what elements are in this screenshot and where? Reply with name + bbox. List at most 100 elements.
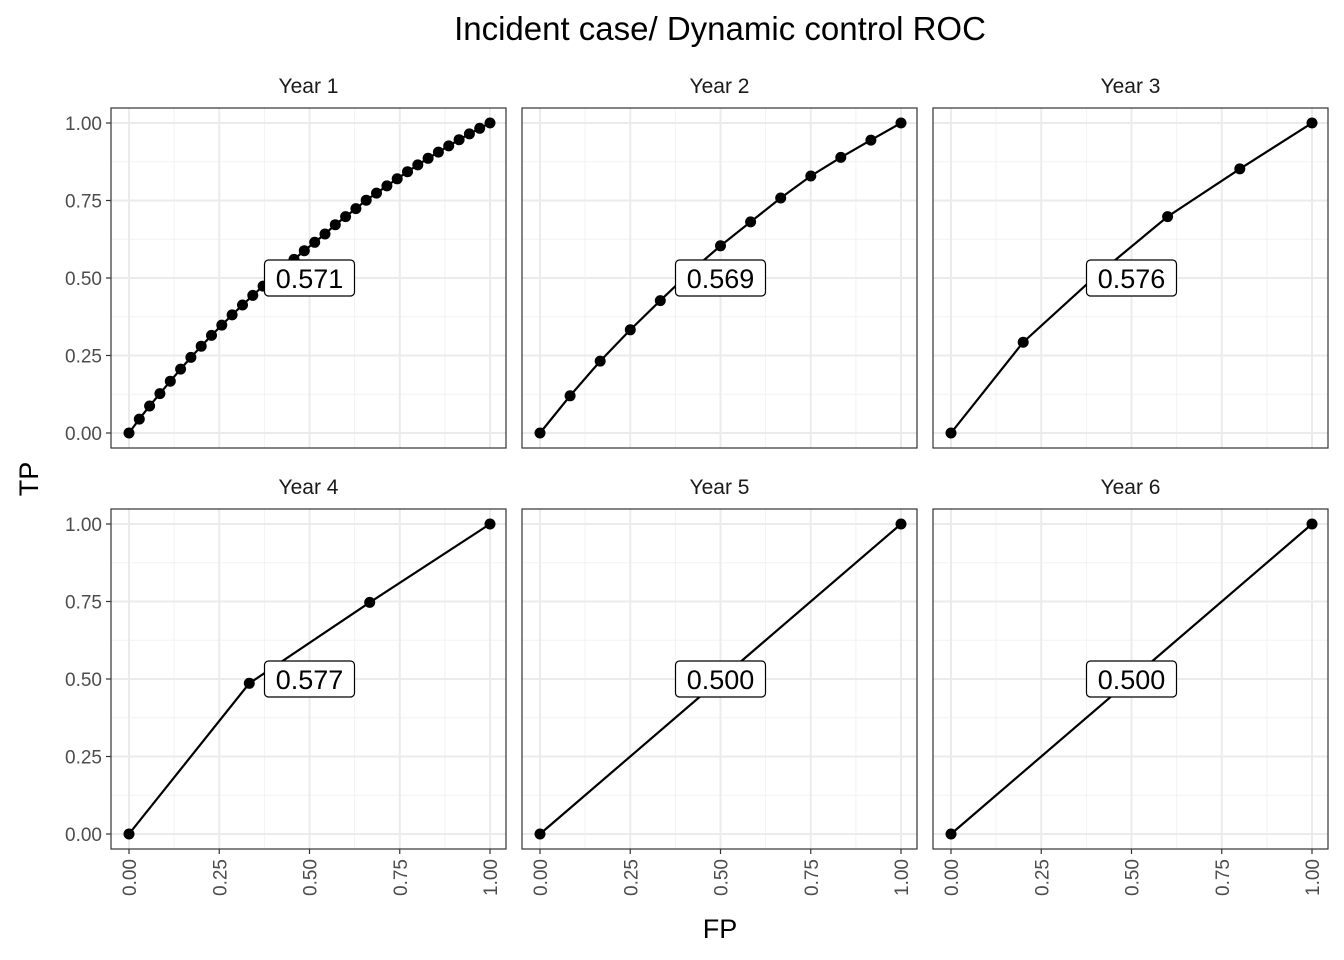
roc-point (474, 122, 486, 134)
auc-label-box (1085, 660, 1178, 698)
roc-point (381, 180, 393, 192)
roc-point (432, 146, 444, 158)
roc-point (463, 128, 475, 140)
x-tick-label: 0.75 (802, 859, 823, 896)
auc-label: 0.571 (276, 264, 344, 294)
roc-point (865, 134, 877, 146)
x-tick-label: 0.50 (712, 859, 733, 896)
auc-label-box (263, 660, 356, 698)
x-tick-label: 0.00 (942, 859, 963, 896)
chart-title: Incident case/ Dynamic control ROC (454, 10, 986, 47)
panel-border (521, 508, 918, 850)
y-tick-label: 1.00 (65, 114, 102, 135)
roc-point (185, 351, 197, 363)
roc-point (298, 245, 310, 257)
roc-point (164, 375, 176, 387)
roc-point (945, 427, 957, 439)
y-tick-label: 0.25 (65, 347, 102, 368)
panel-border (932, 508, 1329, 850)
roc-point (226, 309, 238, 321)
x-tick-label: 1.00 (892, 859, 913, 896)
panel-border (932, 107, 1329, 449)
roc-point (216, 319, 228, 331)
roc-point (1162, 211, 1174, 223)
y-tick-label: 0.00 (65, 424, 102, 445)
roc-point (945, 828, 957, 840)
auc-label: 0.576 (1098, 264, 1166, 294)
auc-label-box (1085, 259, 1178, 297)
auc-label: 0.500 (687, 665, 755, 695)
roc-point (175, 363, 187, 375)
panel-year-6: Year 6 0.500 0.00 0.25 0.50 0.75 1.00 (932, 476, 1329, 896)
y-tick-label: 0.50 (65, 269, 102, 290)
roc-point (564, 390, 576, 402)
panel-label: Year 1 (279, 75, 339, 98)
roc-point (895, 518, 907, 530)
roc-point (835, 151, 847, 163)
roc-point (123, 427, 135, 439)
panel-year-1: Year 1 0.571 0.00 0.25 0.50 0.75 1.00 (65, 75, 507, 449)
roc-point (144, 400, 156, 412)
roc-point (484, 518, 496, 530)
roc-point (237, 299, 248, 311)
auc-label: 0.500 (1098, 665, 1166, 695)
roc-point (309, 236, 321, 248)
roc-point (1306, 117, 1318, 129)
roc-point (247, 289, 259, 301)
roc-point (206, 329, 217, 341)
roc-point (329, 219, 341, 231)
roc-point (154, 388, 166, 400)
panel-label: Year 2 (690, 75, 750, 98)
y-tick-label: 1.00 (65, 515, 102, 536)
panel-year-2: Year 2 0.569 (521, 75, 918, 449)
y-tick-label: 0.50 (65, 670, 102, 691)
y-tick-label: 0.00 (65, 825, 102, 846)
x-tick-label: 1.00 (481, 859, 502, 896)
roc-point (340, 211, 352, 223)
roc-point (534, 427, 546, 439)
auc-label-box (674, 259, 767, 297)
auc-label: 0.569 (687, 264, 755, 294)
roc-point (443, 140, 455, 152)
roc-point (195, 340, 207, 352)
panel-label: Year 3 (1101, 75, 1161, 98)
roc-point (594, 355, 606, 367)
x-tick-label: 0.00 (120, 859, 141, 896)
x-tick-label: 0.75 (391, 859, 412, 896)
x-axis-label: FP (703, 914, 738, 944)
x-tick-label: 0.00 (531, 859, 552, 896)
panel-year-5: Year 5 0.500 0.00 0.25 0.50 0.75 1.00 (521, 476, 918, 896)
x-tick-label: 1.00 (1303, 859, 1324, 896)
roc-point (654, 295, 666, 307)
panel-year-3: Year 3 0.576 (932, 75, 1329, 449)
x-tick-label: 0.50 (1123, 859, 1144, 896)
roc-curve-line (128, 523, 491, 835)
x-tick-label: 0.50 (301, 859, 322, 896)
y-axis-label: TP (14, 462, 44, 497)
roc-point (371, 187, 382, 199)
roc-point (360, 194, 372, 206)
roc-point (745, 216, 757, 228)
x-tick-label: 0.25 (1032, 859, 1053, 896)
x-tick-label: 0.25 (621, 859, 642, 896)
roc-point (412, 159, 424, 171)
x-tick-label: 0.25 (210, 859, 231, 896)
roc-point (133, 413, 145, 425)
panel-border (521, 107, 918, 449)
roc-point (805, 170, 817, 182)
roc-point (422, 152, 434, 164)
panel-label: Year 6 (1101, 476, 1161, 499)
roc-point (715, 240, 726, 252)
roc-curve-line (950, 122, 1313, 434)
roc-point (1017, 336, 1029, 348)
roc-point (484, 117, 496, 129)
x-tick-label: 0.75 (1213, 859, 1234, 896)
panel-label: Year 5 (690, 476, 750, 499)
panel-label: Year 4 (279, 476, 339, 499)
panel-grid: Year 1 0.571 0.00 0.25 0.50 0.75 1.00 Year 2 0.5… (65, 75, 1329, 896)
roc-point (895, 117, 907, 129)
roc-point (364, 596, 376, 608)
roc-point (402, 166, 413, 178)
roc-point (243, 677, 255, 689)
